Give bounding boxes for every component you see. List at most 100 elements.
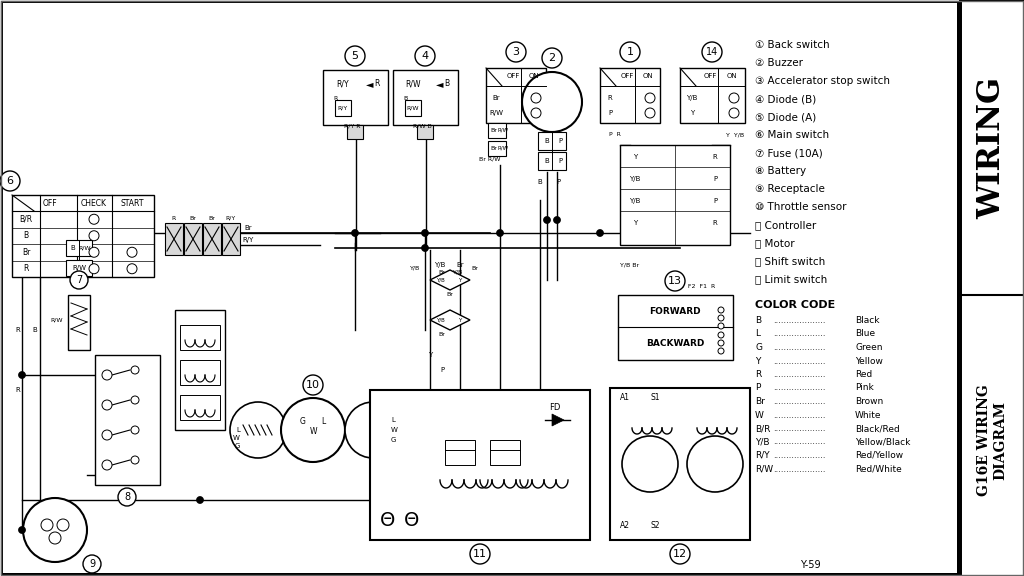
- Circle shape: [89, 214, 99, 224]
- Text: R: R: [172, 215, 176, 221]
- Circle shape: [597, 229, 603, 237]
- Circle shape: [470, 544, 490, 564]
- Circle shape: [544, 217, 551, 223]
- Text: OFF: OFF: [621, 73, 634, 79]
- Bar: [222, 223, 240, 255]
- Text: Blue: Blue: [855, 329, 876, 339]
- Circle shape: [102, 370, 112, 380]
- Bar: [488, 141, 506, 156]
- Text: P: P: [558, 138, 562, 144]
- Text: Y/B: Y/B: [630, 198, 641, 204]
- Text: 12: 12: [673, 549, 687, 559]
- Text: L: L: [391, 417, 395, 423]
- Text: Br: Br: [438, 332, 445, 338]
- Text: R/Y: R/Y: [338, 105, 348, 111]
- Text: R/W: R/W: [50, 317, 63, 323]
- Text: OFF: OFF: [506, 73, 520, 79]
- Text: R/Y R: R/Y R: [344, 123, 360, 128]
- Polygon shape: [430, 310, 470, 330]
- Bar: [323, 70, 388, 125]
- Circle shape: [645, 108, 655, 118]
- Text: Br: Br: [438, 270, 445, 275]
- Circle shape: [718, 323, 724, 329]
- Text: A1: A1: [620, 393, 630, 403]
- Text: ....................: ....................: [773, 384, 825, 392]
- Text: 9: 9: [89, 559, 95, 569]
- Circle shape: [645, 93, 655, 103]
- Text: Br: Br: [244, 225, 252, 231]
- Circle shape: [23, 498, 87, 562]
- Text: ⑬ Shift switch: ⑬ Shift switch: [755, 256, 825, 266]
- Text: Y/B: Y/B: [410, 266, 420, 271]
- Text: ON: ON: [528, 73, 540, 79]
- Text: R/Y: R/Y: [337, 79, 349, 89]
- Bar: [490, 440, 520, 465]
- Bar: [406, 100, 421, 116]
- Text: R/Y: R/Y: [226, 215, 237, 221]
- Text: L: L: [237, 427, 240, 433]
- Text: ....................: ....................: [773, 411, 825, 419]
- Circle shape: [89, 247, 99, 257]
- Text: P: P: [755, 384, 761, 392]
- Text: G16E WIRING
DIAGRAM: G16E WIRING DIAGRAM: [977, 384, 1007, 496]
- Text: Br: Br: [446, 293, 454, 297]
- Bar: [180, 360, 220, 385]
- Circle shape: [89, 264, 99, 274]
- Text: R/W: R/W: [406, 79, 421, 89]
- Text: R/W: R/W: [498, 146, 509, 150]
- Circle shape: [89, 231, 99, 241]
- Text: Brown: Brown: [855, 397, 884, 406]
- Circle shape: [57, 519, 69, 531]
- Text: S1: S1: [650, 393, 659, 403]
- Circle shape: [620, 42, 640, 62]
- Text: Br: Br: [490, 146, 497, 150]
- Text: Br: Br: [209, 215, 215, 221]
- Text: P  R: P R: [609, 132, 621, 138]
- Text: Red/Yellow: Red/Yellow: [855, 451, 903, 460]
- Circle shape: [131, 426, 139, 434]
- Text: R/W: R/W: [407, 105, 419, 111]
- Circle shape: [531, 108, 541, 118]
- Text: 4: 4: [422, 51, 429, 61]
- Circle shape: [422, 229, 428, 237]
- Text: ⑪ Controller: ⑪ Controller: [755, 220, 816, 230]
- Text: R/W: R/W: [72, 265, 86, 271]
- Text: R: R: [24, 264, 29, 273]
- Text: Θ: Θ: [380, 510, 395, 529]
- Bar: [680, 68, 745, 123]
- Text: ⑥ Main switch: ⑥ Main switch: [755, 130, 829, 140]
- Text: G: G: [391, 437, 396, 443]
- Text: Y: Y: [459, 317, 462, 323]
- Bar: [417, 125, 433, 139]
- Circle shape: [0, 171, 20, 191]
- Text: R: R: [333, 96, 337, 100]
- Circle shape: [131, 456, 139, 464]
- Text: Yellow/Black: Yellow/Black: [855, 438, 910, 446]
- Circle shape: [18, 372, 26, 378]
- Text: R: R: [607, 95, 612, 101]
- Bar: [370, 390, 590, 540]
- Text: G: G: [234, 443, 240, 449]
- Text: B: B: [33, 327, 37, 333]
- Text: OFF: OFF: [703, 73, 717, 79]
- Bar: [335, 100, 351, 116]
- Text: White: White: [855, 411, 882, 419]
- Circle shape: [83, 555, 101, 573]
- Text: B/R: B/R: [755, 424, 770, 433]
- Circle shape: [49, 532, 61, 544]
- Text: ② Buzzer: ② Buzzer: [755, 58, 803, 68]
- Text: FORWARD: FORWARD: [649, 306, 700, 316]
- Bar: [610, 388, 750, 540]
- Text: 10: 10: [306, 380, 319, 390]
- Circle shape: [345, 402, 401, 458]
- Text: Br: Br: [189, 215, 197, 221]
- Text: G: G: [300, 418, 306, 426]
- Text: Br: Br: [456, 262, 464, 268]
- Text: OFF: OFF: [43, 199, 57, 207]
- Circle shape: [127, 247, 137, 257]
- Circle shape: [506, 42, 526, 62]
- Circle shape: [118, 488, 136, 506]
- Text: Br R/W: Br R/W: [479, 157, 501, 161]
- Bar: [66, 260, 92, 276]
- Text: Y: Y: [633, 154, 637, 160]
